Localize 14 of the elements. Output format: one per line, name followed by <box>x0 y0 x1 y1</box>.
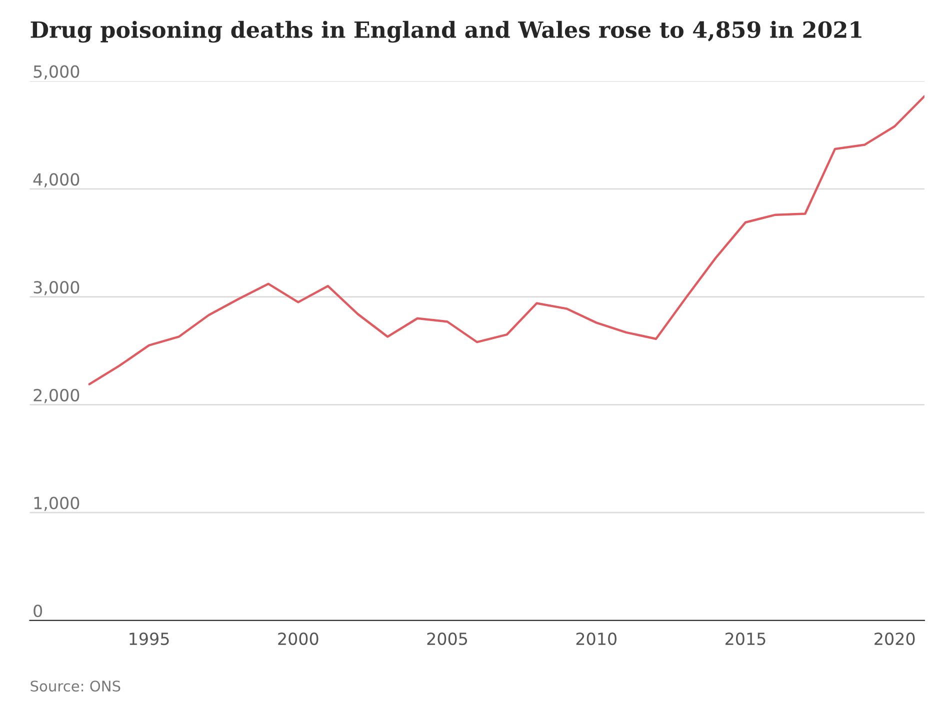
source-note: Source: ONS <box>30 680 120 692</box>
chart-title: Drug poisoning deaths in England and Wales rose to 4,859 in 2021 <box>30 20 862 43</box>
y-tick-label: 0 <box>34 604 42 618</box>
y-tick-label: 1,000 <box>34 496 80 512</box>
x-tick-label: 2000 <box>278 632 318 646</box>
y-tick-label: 3,000 <box>34 280 80 296</box>
x-tick-label: 2020 <box>874 632 915 646</box>
y-tick-label: 4,000 <box>33 173 80 188</box>
x-tick-label: 2010 <box>576 632 616 646</box>
x-tick-label: 1995 <box>130 632 169 646</box>
x-tick-label: 2005 <box>427 632 468 646</box>
y-tick-label: 5,000 <box>34 65 80 80</box>
y-tick-label: 2,000 <box>34 388 80 404</box>
x-tick-label: 2015 <box>726 632 766 646</box>
